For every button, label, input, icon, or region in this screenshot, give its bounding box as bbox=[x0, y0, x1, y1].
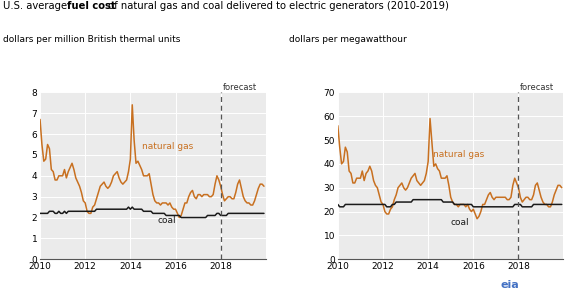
Text: fuel cost: fuel cost bbox=[67, 1, 116, 11]
Text: natural gas: natural gas bbox=[142, 142, 193, 151]
Text: of natural gas and coal delivered to electric generators (2010-2019): of natural gas and coal delivered to ele… bbox=[105, 1, 448, 11]
Text: eia: eia bbox=[500, 280, 519, 290]
Text: forecast: forecast bbox=[521, 83, 554, 92]
Text: coal: coal bbox=[451, 218, 470, 227]
Text: dollars per million British thermal units: dollars per million British thermal unit… bbox=[3, 35, 180, 44]
Text: forecast: forecast bbox=[223, 83, 257, 92]
Text: natural gas: natural gas bbox=[432, 150, 484, 159]
Text: U.S. average: U.S. average bbox=[3, 1, 70, 11]
Text: dollars per megawatthour: dollars per megawatthour bbox=[289, 35, 407, 44]
Text: coal: coal bbox=[157, 216, 176, 225]
